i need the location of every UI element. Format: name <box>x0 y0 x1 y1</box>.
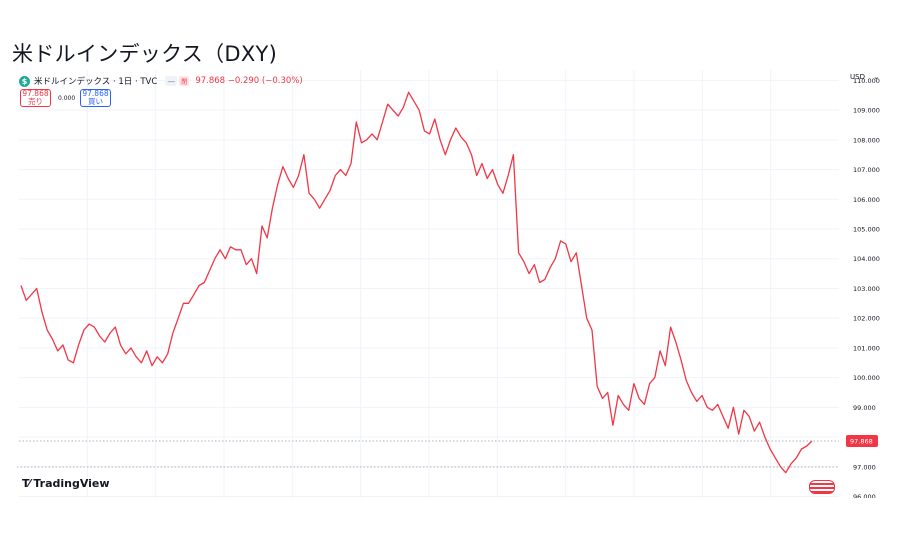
y-tick-label: 108.000 <box>853 136 880 144</box>
last-price-marker: 97.868 <box>19 434 878 447</box>
y-tick-label: 110.000 <box>853 77 880 85</box>
chart-background <box>17 70 883 498</box>
symbol-line[interactable]: 米ドルインデックス · 1日 · TVC <box>34 77 158 87</box>
y-tick-label: 105.000 <box>853 226 880 234</box>
sell-price: 97.868 <box>22 89 49 98</box>
y-tick-label: 96.000 <box>853 493 876 498</box>
y-tick-label: 100.000 <box>853 374 880 382</box>
y-tick-label: 106.000 <box>853 196 880 204</box>
dollar-icon: $ <box>19 75 30 87</box>
y-tick-label: 102.000 <box>853 315 880 323</box>
y-tick-label: 101.000 <box>853 344 880 352</box>
y-tick-label: 107.000 <box>853 166 880 174</box>
buy-price: 97.868 <box>82 89 109 98</box>
currency-selector[interactable]: USD ⌄ <box>850 73 879 81</box>
currency-label: USD <box>850 73 865 81</box>
spread-value: 0.000 <box>58 95 76 102</box>
sell-button[interactable]: 97.868 売り <box>20 89 51 107</box>
market-closed-badge: 閉 <box>179 76 190 86</box>
price-line <box>20 91 813 474</box>
buy-button[interactable]: 97.868 買い <box>80 89 111 107</box>
y-tick-label: 97.000 <box>853 463 876 471</box>
y-tick-label: 99.000 <box>853 404 876 412</box>
price-axis[interactable]: 110.000 109.000 108.000 107.000 106.000 105.0… <box>853 77 880 498</box>
widget-header[interactable]: $ 米ドルインデックス · 1日 · TVC — 閉 97.868 −0.290… <box>19 74 303 88</box>
us-flag-icon <box>809 480 835 494</box>
buy-label: 買い <box>88 97 103 106</box>
chevron-down-icon: ⌄ <box>873 73 880 81</box>
chart-widget[interactable]: 110.000 109.000 108.000 107.000 106.000 105.0… <box>17 70 883 498</box>
tradingview-logo[interactable]: T⁄ TradingView <box>22 477 110 490</box>
status-chip: — <box>165 76 178 86</box>
price-series <box>20 91 813 474</box>
tradingview-logo-icon: T⁄ <box>22 477 30 490</box>
logo-text: TradingView <box>33 477 110 490</box>
y-tick-label: 104.000 <box>853 255 880 263</box>
y-tick-label: 109.000 <box>853 107 880 115</box>
y-tick-label: 103.000 <box>853 285 880 293</box>
vertical-grid <box>86 70 772 498</box>
horizontal-grid <box>19 79 839 498</box>
last-price-text: 97.868 −0.290 (−0.30%) <box>195 76 303 86</box>
sell-label: 売り <box>28 97 43 106</box>
page-title: 米ドルインデックス（DXY) <box>12 42 278 66</box>
last-price-tag-label: 97.868 <box>850 437 873 445</box>
last-price-tag <box>846 434 878 447</box>
